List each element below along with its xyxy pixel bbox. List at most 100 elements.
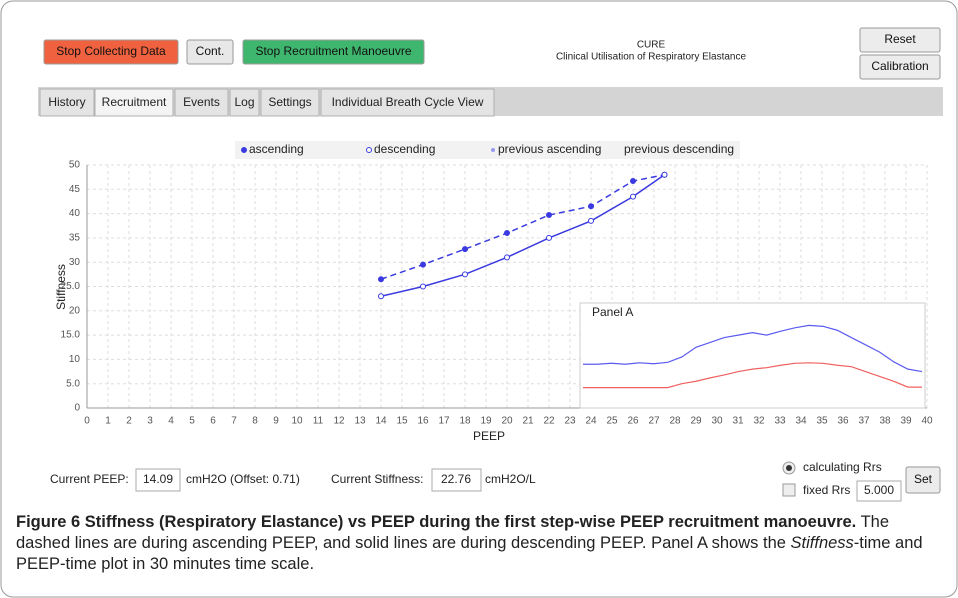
x-tick-label: 37 bbox=[858, 416, 870, 427]
point bbox=[420, 261, 426, 268]
line bbox=[380, 173, 665, 280]
point bbox=[420, 283, 426, 290]
tab[interactable] bbox=[260, 88, 320, 117]
button[interactable] bbox=[186, 39, 234, 65]
button[interactable] bbox=[859, 27, 941, 53]
legend-marker bbox=[241, 147, 247, 153]
button-label[interactable]: Stop Collecting Data bbox=[56, 44, 166, 58]
x-tick-label: 1 bbox=[105, 416, 111, 427]
button[interactable] bbox=[905, 466, 941, 494]
input[interactable] bbox=[135, 468, 181, 492]
radio-dot bbox=[786, 465, 792, 471]
x-tick-label: 5 bbox=[189, 416, 195, 427]
checkbox[interactable] bbox=[782, 483, 796, 497]
caption-text: The dashed lines are during ascending PE… bbox=[16, 513, 889, 552]
point bbox=[588, 203, 594, 210]
x-tick-label: 3 bbox=[147, 416, 153, 427]
input-value[interactable]: 22.76 bbox=[441, 472, 471, 486]
tab-label[interactable]: Individual Breath Cycle View bbox=[332, 95, 484, 109]
x-tick-label: 38 bbox=[879, 416, 891, 427]
input-value[interactable]: 5.000 bbox=[864, 483, 894, 497]
point bbox=[588, 217, 594, 224]
button-label[interactable]: Cont. bbox=[196, 44, 225, 58]
x-tick-label: 13 bbox=[354, 416, 366, 427]
label: Current Stiffness: bbox=[331, 472, 423, 486]
legend-label: previous descending bbox=[624, 142, 734, 156]
y-tick-label: 0 bbox=[74, 403, 80, 414]
line bbox=[380, 174, 665, 297]
button[interactable] bbox=[242, 39, 425, 65]
legend bbox=[235, 141, 740, 159]
x-tick-label: 39 bbox=[900, 416, 912, 427]
y-tick-label: 45 bbox=[69, 184, 81, 195]
tab-label[interactable]: Recruitment bbox=[102, 95, 167, 109]
tab-label[interactable]: History bbox=[48, 95, 85, 109]
x-tick-label: 22 bbox=[543, 416, 555, 427]
x-tick-label: 2 bbox=[126, 416, 132, 427]
tab-label[interactable]: Log bbox=[234, 95, 254, 109]
x-tick-label: 24 bbox=[585, 416, 597, 427]
input[interactable] bbox=[856, 480, 902, 502]
legend-label: descending bbox=[374, 142, 435, 156]
x-tick-label: 4 bbox=[168, 416, 174, 427]
x-tick-label: 6 bbox=[210, 416, 216, 427]
panel-line bbox=[583, 324, 923, 373]
y-tick-label: 20 bbox=[69, 305, 81, 316]
legend-marker bbox=[491, 148, 495, 152]
y-tick-label: 35 bbox=[69, 233, 81, 244]
button[interactable] bbox=[859, 54, 941, 80]
tab[interactable] bbox=[94, 88, 174, 117]
button-label[interactable]: Calibration bbox=[871, 59, 928, 73]
tab-label[interactable]: Settings bbox=[268, 95, 311, 109]
radio-label[interactable]: calculating Rrs bbox=[803, 460, 882, 474]
point bbox=[462, 246, 468, 253]
x-tick-label: 8 bbox=[252, 416, 258, 427]
x-tick-label: 14 bbox=[375, 416, 387, 427]
x-tick-label: 29 bbox=[690, 416, 702, 427]
x-tick-label: 32 bbox=[753, 416, 765, 427]
x-tick-label: 17 bbox=[438, 416, 450, 427]
point bbox=[546, 234, 552, 241]
button-label[interactable]: Set bbox=[914, 472, 933, 486]
x-tick-label: 33 bbox=[774, 416, 786, 427]
x-tick-label: 34 bbox=[795, 416, 807, 427]
caption-title: Stiffness (Respiratory Elastance) vs PEE… bbox=[84, 513, 857, 531]
button[interactable] bbox=[43, 39, 179, 65]
button-label[interactable]: Reset bbox=[884, 32, 916, 46]
x-tick-label: 21 bbox=[522, 416, 534, 427]
x-tick-label: 35 bbox=[816, 416, 828, 427]
y-tick-label: 40 bbox=[69, 208, 81, 219]
x-tick-label: 31 bbox=[732, 416, 744, 427]
panel bbox=[579, 302, 926, 409]
tab[interactable] bbox=[174, 88, 229, 117]
x-tick-label: 12 bbox=[333, 416, 345, 427]
x-tick-label: 11 bbox=[313, 416, 324, 427]
point bbox=[630, 193, 636, 200]
caption-label: Figure 6 bbox=[16, 513, 81, 531]
x-tick-label: 40 bbox=[921, 416, 933, 427]
caption-text: -time and PEEP-time plot in 30 minutes t… bbox=[16, 534, 923, 573]
panel-title: Panel A bbox=[592, 305, 633, 319]
y-tick-label: 50 bbox=[69, 160, 81, 171]
tab[interactable] bbox=[39, 88, 95, 117]
x-tick-label: 0 bbox=[84, 416, 90, 427]
tab[interactable] bbox=[229, 88, 260, 117]
input-value[interactable]: 14.09 bbox=[143, 472, 173, 486]
y-tick-label: 15.0 bbox=[61, 330, 81, 341]
point bbox=[378, 276, 384, 283]
legend-label: ascending bbox=[249, 142, 304, 156]
x-tick-label: 27 bbox=[648, 416, 660, 427]
tab-label[interactable]: Events bbox=[183, 95, 220, 109]
x-tick-label: 15 bbox=[396, 416, 408, 427]
tab[interactable] bbox=[320, 88, 495, 117]
input[interactable] bbox=[431, 468, 482, 492]
checkbox-label[interactable]: fixed Rrs bbox=[803, 483, 850, 497]
button-label[interactable]: Stop Recruitment Manoeuvre bbox=[255, 44, 411, 58]
y-tick-label: 25.0 bbox=[61, 281, 81, 292]
caption-italic: Stiffness bbox=[790, 534, 854, 552]
point bbox=[630, 178, 636, 185]
x-tick-label: 20 bbox=[501, 416, 513, 427]
caption: Figure 6 Stiffness (Respiratory Elastanc… bbox=[16, 512, 936, 575]
point bbox=[546, 212, 552, 219]
